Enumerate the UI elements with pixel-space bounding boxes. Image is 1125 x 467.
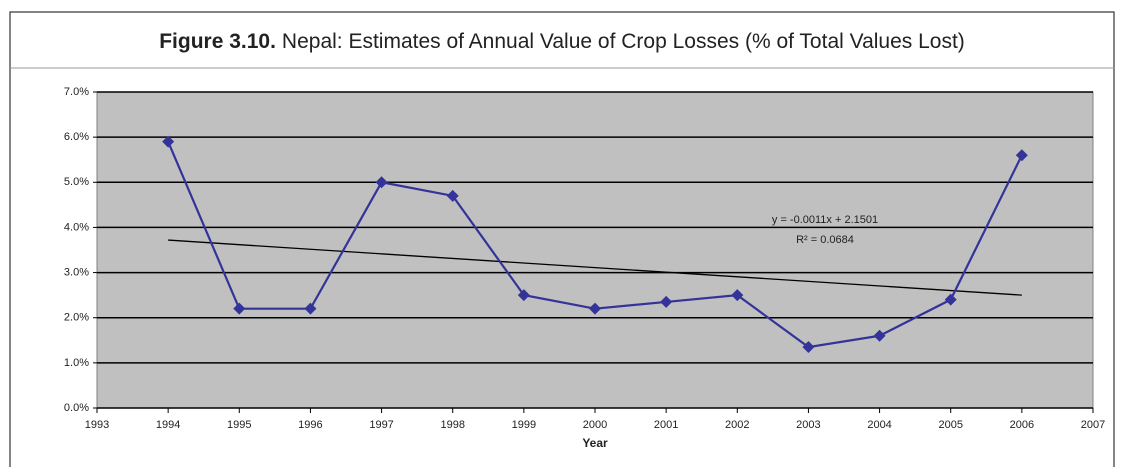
x-tick-label: 1999 xyxy=(512,419,536,431)
x-tick-label: 2002 xyxy=(725,419,749,431)
data-point xyxy=(162,135,175,148)
x-tick-label: 1994 xyxy=(156,419,180,431)
data-point xyxy=(944,293,957,306)
x-tick-label: 1993 xyxy=(85,419,109,431)
trendline-annotation: y = -0.0011x + 2.1501 xyxy=(772,214,878,226)
y-tick-label: 4.0% xyxy=(64,221,89,233)
y-tick-label: 0.0% xyxy=(64,402,89,414)
data-point xyxy=(1015,149,1028,162)
data-point xyxy=(589,302,601,315)
x-tick-label: 2007 xyxy=(1081,419,1105,431)
x-tick-label: 2004 xyxy=(867,419,891,431)
x-tick-label: 1996 xyxy=(298,419,322,431)
x-axis-label: Year xyxy=(582,436,608,450)
plot-area xyxy=(96,91,1094,409)
y-tick-label: 6.0% xyxy=(64,131,89,143)
trendline xyxy=(168,239,1022,296)
x-tick-label: 2005 xyxy=(938,419,962,431)
data-point xyxy=(304,302,317,315)
x-tick-label: 2000 xyxy=(583,419,607,431)
y-tick-label: 3.0% xyxy=(64,266,89,278)
data-point xyxy=(375,176,388,189)
y-tick-label: 2.0% xyxy=(64,312,89,324)
x-tick-label: 1998 xyxy=(440,419,464,431)
chart-title-group: Figure 3.10. Nepal: Estimates of Annual V… xyxy=(159,30,965,53)
data-point xyxy=(802,341,815,354)
data-point xyxy=(660,295,673,308)
data-point xyxy=(873,329,886,342)
y-tick-label: 5.0% xyxy=(64,176,89,188)
y-tick-label: 7.0% xyxy=(64,86,89,98)
y-tick-label: 1.0% xyxy=(64,357,89,369)
x-tick-label: 2003 xyxy=(796,419,820,431)
chart-title: Nepal: Estimates of Annual Value of Crop… xyxy=(282,30,965,53)
x-tick-label: 2006 xyxy=(1010,419,1034,431)
data-point xyxy=(517,289,530,302)
x-tick-label: 1995 xyxy=(227,419,251,431)
x-tick-label: 2001 xyxy=(654,419,678,431)
x-tick-label: 1997 xyxy=(369,419,393,431)
data-point xyxy=(731,289,744,302)
trendline-annotation: R² = 0.0684 xyxy=(796,234,854,246)
data-point xyxy=(233,302,246,315)
title-label: Figure 3.10. xyxy=(159,30,276,53)
data-point xyxy=(446,189,459,202)
